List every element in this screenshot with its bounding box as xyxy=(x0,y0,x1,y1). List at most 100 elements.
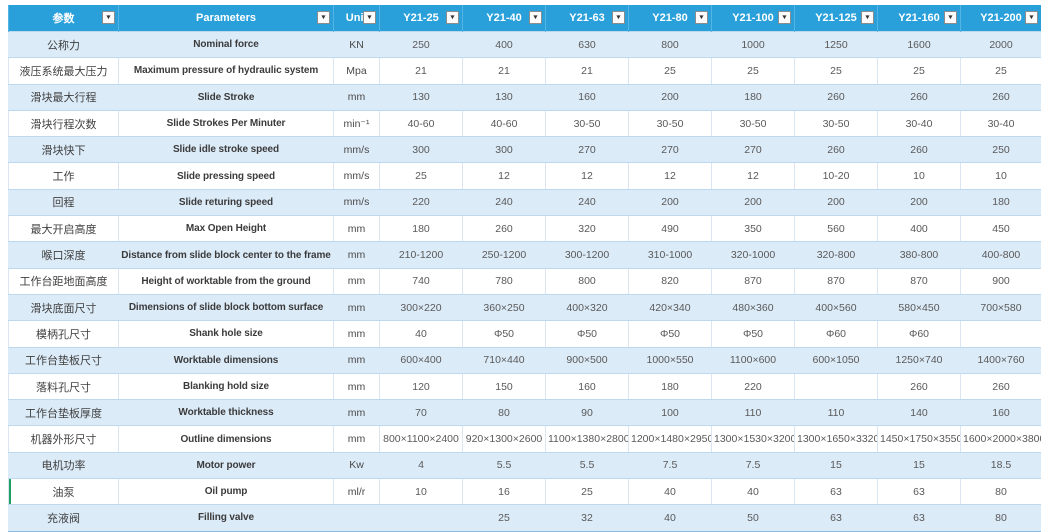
param-name-cn-cell[interactable]: 回程 xyxy=(9,189,119,215)
value-cell[interactable]: 40 xyxy=(380,321,463,347)
param-unit-cell[interactable]: KN xyxy=(334,32,380,58)
value-cell[interactable]: 110 xyxy=(795,400,878,426)
value-cell[interactable]: Φ50 xyxy=(546,321,629,347)
param-name-cn-cell[interactable]: 液压系统最大压力 xyxy=(9,58,119,84)
column-header[interactable]: 参数 ▼ xyxy=(9,5,119,32)
param-unit-cell[interactable]: Mpa xyxy=(334,58,380,84)
param-name-en-cell[interactable]: Maximum pressure of hydraulic system xyxy=(119,58,334,84)
value-cell[interactable]: 180 xyxy=(712,84,795,110)
value-cell[interactable]: 630 xyxy=(546,32,629,58)
value-cell[interactable]: 180 xyxy=(961,189,1041,215)
column-header[interactable]: Y21-200 ▼ xyxy=(961,5,1041,32)
param-unit-cell[interactable]: mm/s xyxy=(334,163,380,189)
value-cell[interactable]: 800 xyxy=(546,268,629,294)
value-cell[interactable] xyxy=(380,505,463,531)
value-cell[interactable]: 710×440 xyxy=(463,347,546,373)
value-cell[interactable]: 560 xyxy=(795,216,878,242)
param-name-cn-cell[interactable]: 充液阀 xyxy=(9,505,119,531)
value-cell[interactable]: 260 xyxy=(961,84,1041,110)
value-cell[interactable]: 1300×1530×3200 xyxy=(712,426,795,452)
value-cell[interactable]: 210-1200 xyxy=(380,242,463,268)
value-cell[interactable]: 25 xyxy=(961,58,1041,84)
value-cell[interactable]: 920×1300×2600 xyxy=(463,426,546,452)
value-cell[interactable]: 40-60 xyxy=(380,110,463,136)
value-cell[interactable]: 21 xyxy=(380,58,463,84)
value-cell[interactable]: 1250 xyxy=(795,32,878,58)
param-name-cn-cell[interactable]: 工作 xyxy=(9,163,119,189)
value-cell[interactable]: 12 xyxy=(629,163,712,189)
value-cell[interactable]: 200 xyxy=(629,84,712,110)
filter-dropdown-button[interactable]: ▼ xyxy=(778,11,791,24)
value-cell[interactable]: 200 xyxy=(878,189,961,215)
param-unit-cell[interactable]: mm xyxy=(334,294,380,320)
value-cell[interactable]: 63 xyxy=(795,479,878,505)
value-cell[interactable]: 12 xyxy=(546,163,629,189)
value-cell[interactable]: 10 xyxy=(961,163,1041,189)
value-cell[interactable] xyxy=(795,373,878,399)
value-cell[interactable]: 240 xyxy=(546,189,629,215)
value-cell[interactable]: 63 xyxy=(878,505,961,531)
param-name-en-cell[interactable]: Motor power xyxy=(119,452,334,478)
value-cell[interactable] xyxy=(961,321,1041,347)
value-cell[interactable]: 220 xyxy=(380,189,463,215)
value-cell[interactable]: Φ60 xyxy=(878,321,961,347)
column-header[interactable]: Parameters ▼ xyxy=(119,5,334,32)
value-cell[interactable]: 820 xyxy=(629,268,712,294)
value-cell[interactable]: 1300×1650×3320 xyxy=(795,426,878,452)
column-header[interactable]: Y21-40 ▼ xyxy=(463,5,546,32)
value-cell[interactable]: 130 xyxy=(463,84,546,110)
value-cell[interactable]: 740 xyxy=(380,268,463,294)
value-cell[interactable]: 600×400 xyxy=(380,347,463,373)
value-cell[interactable]: 310-1000 xyxy=(629,242,712,268)
value-cell[interactable]: 220 xyxy=(712,373,795,399)
value-cell[interactable]: 25 xyxy=(380,163,463,189)
param-unit-cell[interactable]: mm xyxy=(334,321,380,347)
value-cell[interactable]: 420×340 xyxy=(629,294,712,320)
value-cell[interactable]: 30-50 xyxy=(629,110,712,136)
value-cell[interactable]: 160 xyxy=(961,400,1041,426)
param-name-en-cell[interactable]: Slide Strokes Per Minuter xyxy=(119,110,334,136)
param-name-cn-cell[interactable]: 滑块快下 xyxy=(9,137,119,163)
param-unit-cell[interactable]: Kw xyxy=(334,452,380,478)
value-cell[interactable]: 300-1200 xyxy=(546,242,629,268)
value-cell[interactable]: 480×360 xyxy=(712,294,795,320)
value-cell[interactable]: 870 xyxy=(712,268,795,294)
value-cell[interactable]: 7.5 xyxy=(712,452,795,478)
value-cell[interactable]: 1400×760 xyxy=(961,347,1041,373)
value-cell[interactable]: 63 xyxy=(795,505,878,531)
value-cell[interactable]: 400×560 xyxy=(795,294,878,320)
value-cell[interactable]: 260 xyxy=(795,137,878,163)
value-cell[interactable]: 200 xyxy=(712,189,795,215)
value-cell[interactable]: 1450×1750×3550 xyxy=(878,426,961,452)
param-name-cn-cell[interactable]: 工作台垫板厚度 xyxy=(9,400,119,426)
value-cell[interactable]: 30-50 xyxy=(546,110,629,136)
value-cell[interactable]: 320-1000 xyxy=(712,242,795,268)
param-unit-cell[interactable]: mm xyxy=(334,242,380,268)
value-cell[interactable]: 320-800 xyxy=(795,242,878,268)
value-cell[interactable]: 63 xyxy=(878,479,961,505)
value-cell[interactable]: 1600 xyxy=(878,32,961,58)
value-cell[interactable]: 300×220 xyxy=(380,294,463,320)
value-cell[interactable]: 270 xyxy=(629,137,712,163)
value-cell[interactable]: 780 xyxy=(463,268,546,294)
value-cell[interactable]: 130 xyxy=(380,84,463,110)
column-header[interactable]: Y21-160 ▼ xyxy=(878,5,961,32)
value-cell[interactable]: 40 xyxy=(712,479,795,505)
param-name-cn-cell[interactable]: 机器外形尺寸 xyxy=(9,426,119,452)
param-name-en-cell[interactable]: Height of worktable from the ground xyxy=(119,268,334,294)
param-unit-cell[interactable]: mm/s xyxy=(334,189,380,215)
value-cell[interactable]: 25 xyxy=(629,58,712,84)
value-cell[interactable]: 110 xyxy=(712,400,795,426)
value-cell[interactable]: 10 xyxy=(380,479,463,505)
value-cell[interactable]: 1000×550 xyxy=(629,347,712,373)
value-cell[interactable]: 25 xyxy=(463,505,546,531)
value-cell[interactable]: 1100×1380×2800 xyxy=(546,426,629,452)
value-cell[interactable]: Φ60 xyxy=(795,321,878,347)
param-unit-cell[interactable]: mm xyxy=(334,426,380,452)
value-cell[interactable]: 380-800 xyxy=(878,242,961,268)
value-cell[interactable]: Φ50 xyxy=(629,321,712,347)
param-name-cn-cell[interactable]: 喉口深度 xyxy=(9,242,119,268)
param-unit-cell[interactable] xyxy=(334,505,380,531)
value-cell[interactable]: 10 xyxy=(878,163,961,189)
value-cell[interactable]: 260 xyxy=(795,84,878,110)
